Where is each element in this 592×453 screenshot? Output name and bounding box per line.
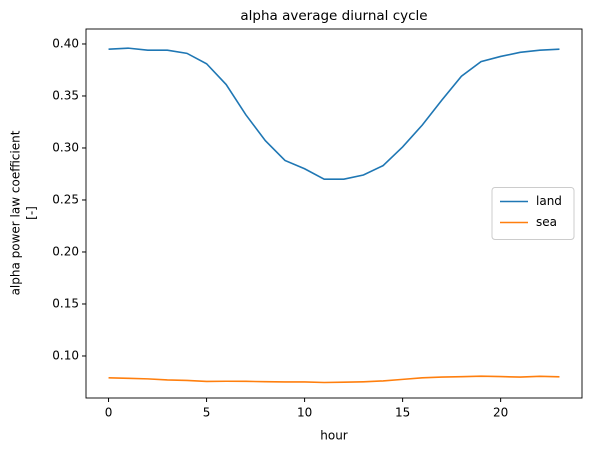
- x-tick-label: 15: [395, 406, 410, 420]
- plot-frame: [85, 28, 583, 399]
- y-tick-label: 0.35: [52, 88, 79, 102]
- legend-label: sea: [536, 215, 557, 229]
- x-axis-label: hour: [320, 429, 348, 443]
- y-axis-label: alpha power law coefficient: [9, 130, 23, 295]
- line: [108, 375, 560, 384]
- y-tick-label: 0.15: [52, 296, 79, 310]
- y-tick-label: 0.20: [52, 244, 79, 258]
- legend: land sea: [491, 187, 575, 240]
- legend-label: land: [536, 194, 562, 208]
- legend-box: [491, 187, 575, 240]
- line: [108, 47, 560, 180]
- x-tick-label: 20: [493, 406, 508, 420]
- y-tick-label: 0.30: [52, 140, 79, 154]
- y-axis-label: [-]: [25, 206, 39, 220]
- y-tick-label: 0.25: [52, 192, 79, 206]
- x-tick-label: 5: [203, 406, 211, 420]
- y-tick-label: 0.10: [52, 348, 79, 362]
- x-tick-label: 10: [297, 406, 312, 420]
- x-tick-label: 0: [105, 406, 113, 420]
- y-tick-label: 0.40: [52, 36, 79, 50]
- chart-title: alpha average diurnal cycle: [240, 8, 427, 24]
